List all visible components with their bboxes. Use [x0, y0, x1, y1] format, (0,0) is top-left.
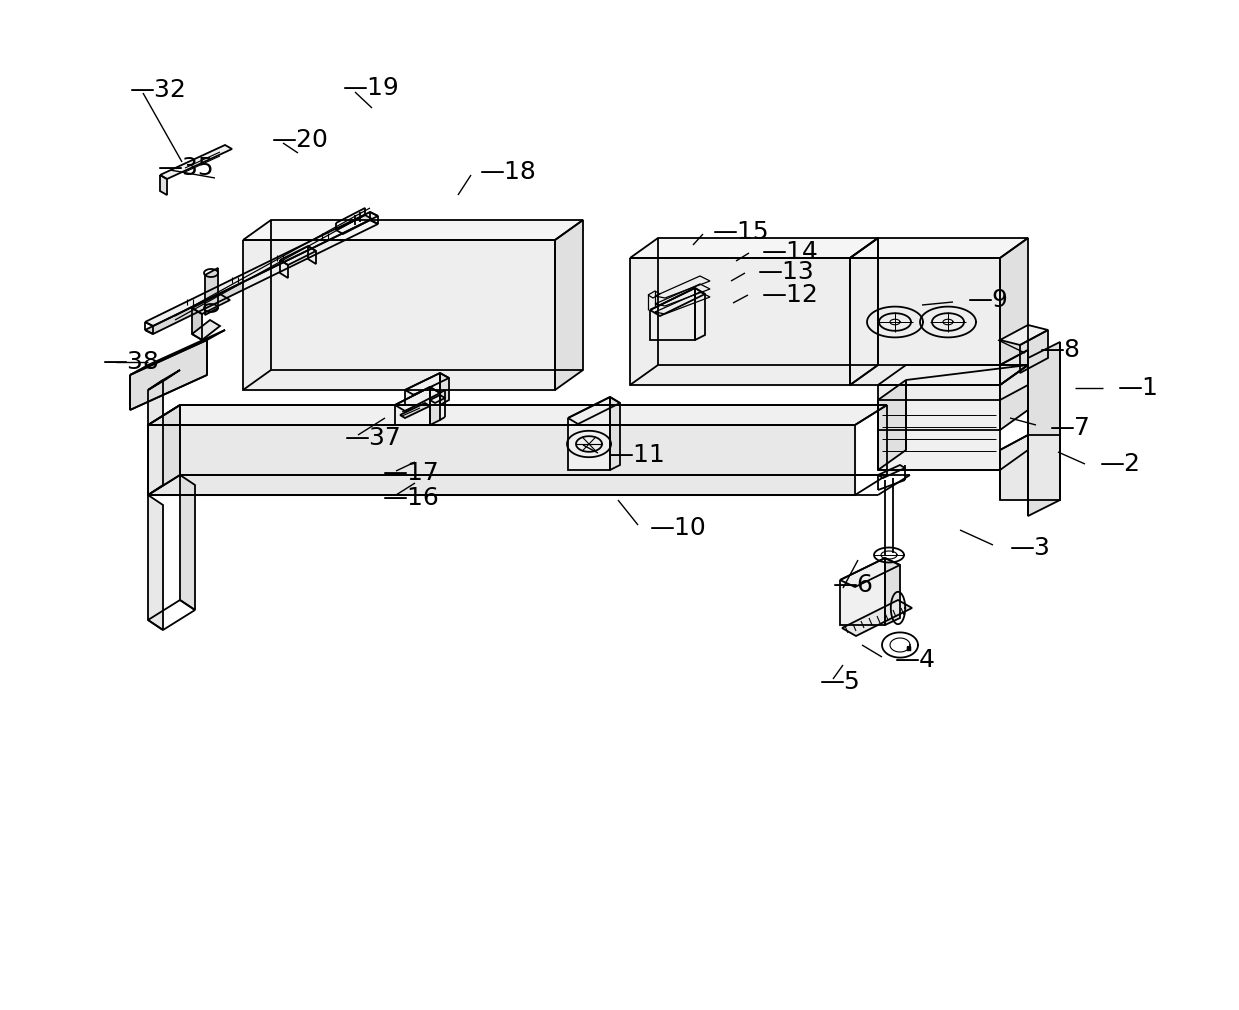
Polygon shape	[695, 288, 705, 340]
Polygon shape	[130, 330, 225, 375]
Text: —16: —16	[383, 486, 440, 510]
Text: —19: —19	[343, 76, 400, 100]
Polygon shape	[280, 260, 287, 278]
Polygon shape	[1020, 330, 1048, 373]
Polygon shape	[430, 387, 440, 425]
Text: —20: —20	[273, 128, 328, 152]
Text: —3: —3	[1010, 536, 1051, 560]
Polygon shape	[840, 558, 885, 625]
Polygon shape	[145, 220, 378, 334]
Polygon shape	[878, 385, 1000, 430]
Polygon shape	[610, 397, 620, 470]
Text: —7: —7	[1049, 416, 1090, 440]
Polygon shape	[280, 246, 316, 265]
Polygon shape	[878, 380, 906, 470]
Polygon shape	[147, 405, 180, 495]
Polygon shape	[555, 220, 584, 390]
Polygon shape	[840, 558, 900, 587]
Polygon shape	[655, 276, 710, 298]
Text: —17: —17	[383, 461, 440, 485]
Polygon shape	[405, 373, 449, 395]
Polygon shape	[655, 292, 710, 314]
Polygon shape	[850, 238, 1028, 258]
Polygon shape	[1028, 342, 1061, 516]
Text: —13: —13	[758, 260, 815, 284]
Polygon shape	[650, 288, 695, 340]
Text: —6: —6	[833, 573, 873, 597]
Text: —8: —8	[1040, 338, 1080, 362]
Polygon shape	[336, 215, 372, 234]
Text: —5: —5	[820, 670, 861, 694]
Polygon shape	[567, 397, 610, 470]
Text: —35: —35	[159, 156, 214, 180]
Text: —4: —4	[895, 648, 935, 672]
Polygon shape	[147, 370, 180, 390]
Text: —12: —12	[762, 283, 819, 307]
Polygon shape	[405, 373, 440, 405]
Text: —32: —32	[130, 78, 187, 102]
Polygon shape	[309, 246, 316, 264]
Text: —2: —2	[1100, 452, 1141, 476]
Text: —37: —37	[344, 426, 401, 450]
Polygon shape	[204, 268, 218, 315]
Text: —38: —38	[103, 350, 160, 374]
Polygon shape	[878, 400, 1000, 470]
Polygon shape	[567, 397, 620, 424]
Polygon shape	[160, 145, 232, 179]
Text: —1: —1	[1118, 376, 1158, 400]
Polygon shape	[878, 465, 904, 478]
Polygon shape	[1000, 365, 1028, 430]
Polygon shape	[400, 403, 430, 418]
Polygon shape	[629, 258, 850, 385]
Polygon shape	[885, 558, 900, 625]
Polygon shape	[192, 320, 221, 340]
Polygon shape	[192, 308, 202, 340]
Polygon shape	[629, 238, 878, 258]
Polygon shape	[843, 600, 912, 636]
Text: —9: —9	[968, 288, 1009, 312]
Polygon shape	[395, 387, 440, 411]
Polygon shape	[180, 475, 195, 610]
Polygon shape	[655, 284, 710, 306]
Polygon shape	[1000, 238, 1028, 385]
Polygon shape	[850, 258, 1000, 385]
Text: —11: —11	[610, 443, 665, 467]
Polygon shape	[147, 425, 855, 495]
Polygon shape	[192, 294, 230, 314]
Polygon shape	[130, 340, 207, 410]
Polygon shape	[1000, 350, 1028, 400]
Polygon shape	[336, 208, 366, 230]
Polygon shape	[147, 405, 887, 425]
Polygon shape	[145, 212, 378, 326]
Polygon shape	[650, 288, 705, 316]
Polygon shape	[147, 380, 164, 495]
Polygon shape	[160, 175, 167, 195]
Text: —18: —18	[479, 160, 536, 184]
Polygon shape	[850, 238, 878, 385]
Polygon shape	[878, 365, 1028, 385]
Text: —15: —15	[712, 220, 769, 244]
Text: —10: —10	[650, 516, 706, 540]
Polygon shape	[1000, 435, 1061, 500]
Polygon shape	[430, 395, 445, 403]
Polygon shape	[243, 240, 555, 390]
Polygon shape	[395, 387, 430, 425]
Polygon shape	[147, 495, 164, 630]
Text: —14: —14	[762, 240, 819, 264]
Polygon shape	[243, 220, 584, 240]
Polygon shape	[648, 291, 660, 298]
Polygon shape	[440, 373, 449, 405]
Polygon shape	[1000, 325, 1048, 345]
